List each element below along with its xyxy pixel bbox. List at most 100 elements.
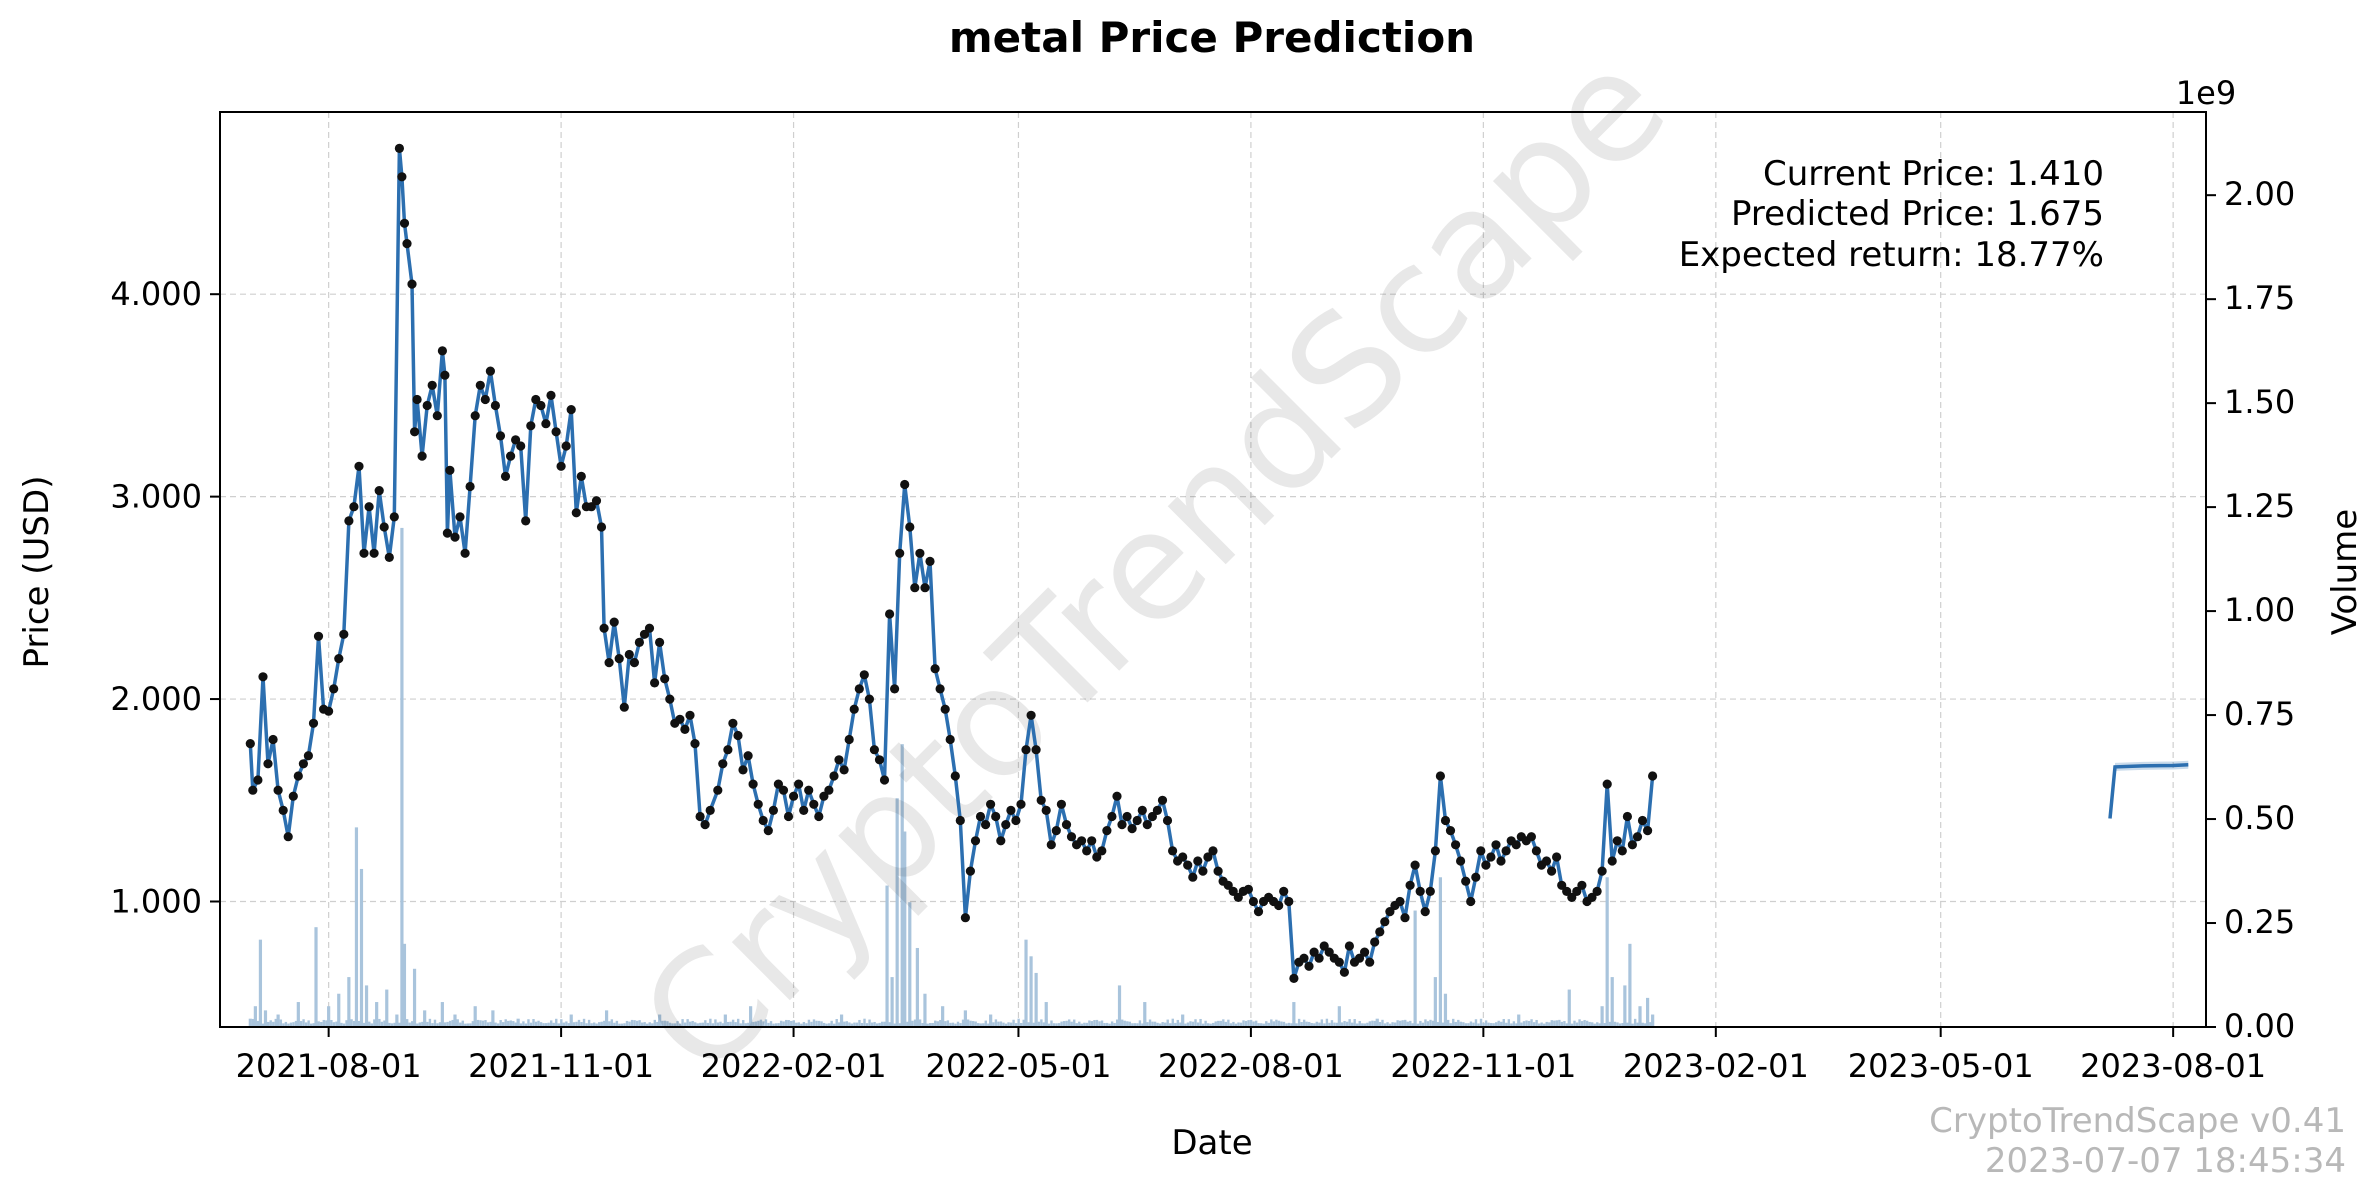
price-point — [619, 702, 629, 712]
volume-bar — [868, 1019, 871, 1027]
volume-bar — [1363, 1023, 1367, 1027]
price-point — [1253, 907, 1264, 917]
volume-bar — [562, 1022, 566, 1027]
volume-bar — [719, 1021, 722, 1027]
volume-bar — [289, 1022, 293, 1027]
volume-bar — [368, 1021, 371, 1027]
volume-bar — [1184, 1023, 1187, 1027]
price-point — [561, 441, 571, 451]
volume-bar — [790, 1020, 793, 1027]
volume-spike — [895, 798, 899, 1027]
volume-bar — [1396, 1020, 1399, 1027]
price-point — [1597, 866, 1607, 876]
price-point — [1208, 846, 1218, 856]
price-point — [609, 617, 619, 627]
volume-bar — [1004, 1023, 1008, 1027]
volume-bar — [1320, 1019, 1324, 1027]
price-point — [920, 583, 930, 593]
volume-bar — [378, 1018, 381, 1027]
volume-spike — [248, 1018, 252, 1027]
volume-bar — [380, 1021, 384, 1027]
volume-bar — [479, 1020, 482, 1027]
volume-spike — [364, 985, 369, 1027]
volume-bar — [911, 1020, 914, 1027]
volume-bar — [350, 1019, 353, 1027]
volume-bar — [1484, 1020, 1488, 1027]
price-point — [1526, 832, 1536, 842]
volume-bar — [615, 1020, 619, 1027]
price-point — [1107, 811, 1117, 822]
price-point — [1410, 860, 1420, 870]
volume-spike — [440, 1002, 444, 1027]
volume-bar — [1222, 1019, 1225, 1027]
volume-bar — [762, 1021, 765, 1027]
volume-bar — [1510, 1023, 1513, 1027]
volume-bar — [1563, 1021, 1566, 1027]
volume-bar — [676, 1021, 679, 1027]
volume-bar — [390, 1023, 394, 1027]
volume-bar — [398, 1022, 401, 1027]
volume-bar — [1608, 1021, 1612, 1027]
volume-bar — [618, 1023, 621, 1027]
volume-bar — [782, 1021, 785, 1027]
price-point — [996, 836, 1006, 846]
volume-bar — [1431, 1020, 1435, 1027]
volume-bar — [1166, 1019, 1169, 1027]
price-point — [586, 502, 597, 512]
volume-bar — [625, 1020, 629, 1027]
price-point — [1279, 886, 1289, 897]
volume-bar — [668, 1022, 672, 1027]
y2-axis-label: Volume — [2325, 509, 2365, 635]
volume-bar — [421, 1021, 424, 1027]
price-point — [599, 623, 609, 633]
volume-bar — [969, 1020, 972, 1027]
volume-spike — [1143, 1002, 1147, 1027]
volume-spike — [423, 1010, 427, 1027]
volume-bar — [284, 1021, 288, 1027]
volume-bar — [598, 1022, 601, 1027]
price-point — [551, 427, 561, 437]
volume-spike — [412, 968, 417, 1027]
price-point — [510, 435, 521, 445]
volume-spike — [1029, 956, 1033, 1027]
price-point — [1380, 917, 1390, 927]
volume-bar — [418, 1022, 422, 1027]
volume-bar — [959, 1023, 962, 1027]
volume-bar — [1421, 1022, 1425, 1027]
price-point — [485, 366, 495, 376]
volume-bar — [974, 1021, 977, 1027]
volume-spike — [1638, 1006, 1642, 1027]
volume-bar — [552, 1022, 555, 1027]
price-point — [1289, 973, 1299, 984]
price-point — [1132, 815, 1142, 826]
volume-bar — [1494, 1022, 1498, 1027]
volume-bar — [282, 1023, 285, 1027]
volume-bar — [428, 1018, 432, 1027]
volume-bar — [322, 1019, 325, 1027]
price-point — [1127, 824, 1137, 834]
price-point — [364, 502, 374, 512]
volume-spike — [658, 1014, 662, 1027]
price-point — [349, 502, 359, 512]
volume-bar — [1012, 1019, 1015, 1027]
price-point — [1243, 884, 1253, 894]
price-point — [743, 751, 753, 761]
volume-bar — [565, 1021, 568, 1027]
price-point — [789, 791, 799, 801]
x-tick-label: 2022-05-01 — [925, 1047, 1111, 1085]
price-point — [885, 609, 895, 619]
volume-bar — [1553, 1020, 1556, 1027]
volume-bar — [1340, 1022, 1344, 1027]
volume-spike — [1117, 985, 1122, 1027]
volume-bar — [883, 1021, 886, 1027]
volume-bar — [1505, 1022, 1508, 1027]
y2-tick-label: 1.50 — [2224, 383, 2295, 421]
price-point — [460, 548, 470, 558]
volume-bar — [1047, 1023, 1051, 1027]
volume-bar — [312, 1023, 315, 1027]
volume-bar — [1191, 1021, 1195, 1027]
volume-spike — [963, 1010, 967, 1027]
price-point — [354, 461, 364, 471]
price-point — [1248, 896, 1258, 907]
volume-bar — [694, 1022, 697, 1027]
